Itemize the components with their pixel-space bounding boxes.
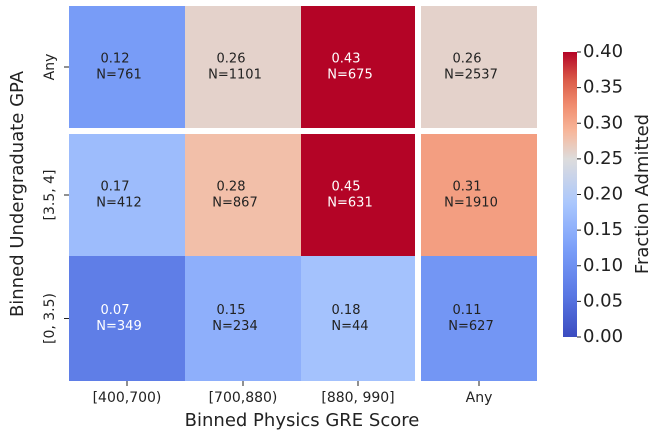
x-tick-label: [880, 990] <box>321 390 394 406</box>
cell-count-label: N=675 <box>327 68 372 83</box>
y-tick-label: [0, 3.5) <box>42 293 58 344</box>
cell-value-label: 0.26 <box>217 52 246 67</box>
cell-count-label: N=761 <box>96 68 141 83</box>
cell-value-label: 0.26 <box>453 52 482 67</box>
cell-count-label: N=349 <box>96 319 141 334</box>
cell-value-label: 0.11 <box>453 303 482 318</box>
colorbar-tick-label: 0.25 <box>583 148 623 169</box>
y-tick-label: [3.5, 4] <box>42 170 58 221</box>
colorbar-tick-label: 0.15 <box>583 219 623 240</box>
heatmap-cell <box>301 6 415 128</box>
heatmap-cell <box>185 256 301 381</box>
cell-value-label: 0.28 <box>217 180 246 195</box>
x-tick-label: Any <box>466 390 493 406</box>
cell-value-label: 0.07 <box>101 303 130 318</box>
heatmap-cell <box>69 6 185 128</box>
colorbar-tick-label: 0.10 <box>583 255 623 276</box>
y-axis-label: Binned Undergraduate GPA <box>7 70 28 317</box>
x-tick-label: [400,700) <box>93 390 162 406</box>
colorbar-label: Fraction Admitted <box>632 114 649 274</box>
cell-count-label: N=44 <box>331 319 368 334</box>
x-tick-label: [700,880) <box>209 390 278 406</box>
colorbar <box>563 52 577 337</box>
cell-count-label: N=234 <box>212 319 257 334</box>
heatmap-cell <box>421 6 537 128</box>
cell-count-label: N=627 <box>448 319 493 334</box>
heatmap-cell <box>301 256 415 381</box>
colorbar-tick-label: 0.35 <box>583 77 623 98</box>
cell-count-label: N=1910 <box>444 196 498 211</box>
cell-value-label: 0.43 <box>332 52 361 67</box>
cell-value-label: 0.31 <box>453 180 482 195</box>
heatmap-cell <box>69 134 185 256</box>
cell-count-label: N=867 <box>212 196 257 211</box>
colorbar-tick-label: 0.20 <box>583 184 623 205</box>
colorbar-tick-label: 0.05 <box>583 290 623 311</box>
cell-value-label: 0.15 <box>217 303 246 318</box>
heatmap-cell <box>421 134 537 256</box>
cell-value-label: 0.17 <box>101 180 130 195</box>
x-axis-label: Binned Physics GRE Score <box>185 410 420 431</box>
colorbar-tick-label: 0.40 <box>583 41 623 62</box>
cell-value-label: 0.12 <box>101 52 130 67</box>
heatmap-cell <box>301 134 415 256</box>
cell-count-label: N=2537 <box>444 68 498 83</box>
cell-value-label: 0.18 <box>332 303 361 318</box>
cell-count-label: N=412 <box>96 196 141 211</box>
colorbar-tick-label: 0.30 <box>583 112 623 133</box>
cell-count-label: N=631 <box>327 196 372 211</box>
heatmap-cell <box>69 256 185 381</box>
colorbar-tick-label: 0.00 <box>583 326 623 347</box>
cell-count-label: N=1101 <box>208 68 262 83</box>
heatmap-cell <box>421 256 537 381</box>
heatmap-cell <box>185 6 301 128</box>
cell-value-label: 0.45 <box>332 180 361 195</box>
y-tick-label: Any <box>42 54 58 81</box>
heatmap-cell <box>185 134 301 256</box>
